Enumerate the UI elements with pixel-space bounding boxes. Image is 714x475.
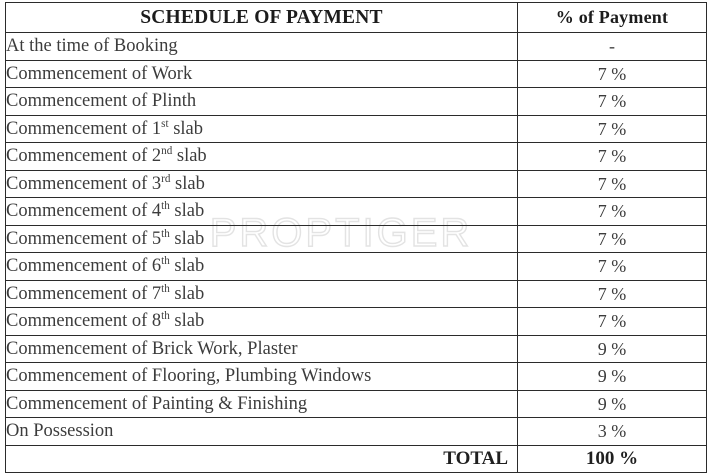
table-row: Commencement of 5th slab 7 % [5, 224, 707, 253]
table-row: Commencement of 7th slab 7 % [5, 279, 707, 308]
milestone-label: Commencement of 6th slab [5, 252, 518, 281]
payment-percent-value: 9 % [517, 362, 707, 391]
payment-percent-value: 7 % [517, 114, 707, 143]
total-row: TOTAL 100 % [5, 444, 707, 473]
table-row: Commencement of 6th slab 7 % [5, 252, 707, 281]
milestone-label-text: Commencement of Plinth [6, 91, 197, 111]
payment-percent-value: 3 % [517, 417, 707, 446]
milestone-label: Commencement of Plinth [5, 87, 518, 116]
table-row: Commencement of 1st slab 7 % [5, 114, 707, 143]
milestone-label-suffix: slab [169, 228, 205, 249]
milestone-label-text: At the time of Booking [6, 36, 178, 56]
ordinal-suffix: st [161, 117, 169, 130]
payment-percent-value: 7 % [517, 279, 707, 308]
table-row: Commencement of 3rd slab 7 % [5, 169, 707, 198]
milestone-label: Commencement of 5th slab [5, 224, 518, 253]
table-row: Commencement of Painting & Finishing 9 % [5, 389, 707, 418]
milestone-label-suffix: slab [172, 146, 207, 166]
table-row: Commencement of Plinth 7 % [5, 87, 707, 116]
milestone-label: Commencement of 4th slab [5, 197, 518, 226]
ordinal-suffix: rd [161, 172, 171, 185]
payment-percent-value: 7 % [517, 252, 707, 281]
payment-percent-value: - [517, 32, 707, 61]
milestone-label-text: Commencement of Work [6, 63, 193, 84]
milestone-label: Commencement of 2nd slab [5, 142, 518, 171]
table-row: Commencement of Work 7 % [5, 59, 707, 88]
milestone-label: Commencement of 8th slab [5, 307, 518, 336]
milestone-label-text: Commencement of 1 [6, 118, 162, 139]
milestone-label-text: Commencement of Flooring, Plumbing Windo… [6, 366, 372, 386]
milestone-label-text: Commencement of 2 [6, 146, 162, 166]
milestone-label: Commencement of Flooring, Plumbing Windo… [5, 362, 518, 391]
payment-percent-value: 7 % [517, 142, 707, 171]
milestone-label-suffix: slab [169, 311, 205, 331]
ordinal-suffix: th [161, 227, 170, 240]
milestone-label: Commencement of 7th slab [5, 279, 518, 308]
milestone-label-text: On Possession [6, 421, 114, 441]
table-row: Commencement of 4th slab 7 % [5, 197, 707, 226]
payment-percent-value: 7 % [517, 197, 707, 226]
payment-schedule-table: SCHEDULE OF PAYMENT % of Payment At the … [5, 2, 707, 473]
total-value: 100 % [517, 444, 707, 473]
payment-percent-value: 9 % [517, 389, 707, 418]
milestone-label-text: Commencement of Painting & Finishing [6, 393, 308, 414]
milestone-label-text: Commencement of 8 [6, 311, 162, 331]
header-percent-of-payment: % of Payment [517, 2, 707, 33]
table-row: Commencement of Brick Work, Plaster 9 % [5, 334, 707, 363]
ordinal-suffix: th [161, 282, 170, 295]
table-body: At the time of Booking - Commencement of W… [5, 32, 707, 473]
milestone-label: Commencement of 1st slab [5, 114, 518, 143]
table-row: Commencement of 2nd slab 7 % [5, 142, 707, 171]
table-row: On Possession 3 % [5, 417, 707, 446]
milestone-label: At the time of Booking [5, 32, 518, 61]
table-row: Commencement of Flooring, Plumbing Windo… [5, 362, 707, 391]
payment-percent-value: 9 % [517, 334, 707, 363]
ordinal-suffix: th [161, 199, 170, 212]
ordinal-suffix: th [161, 309, 170, 322]
payment-percent-value: 7 % [517, 307, 707, 336]
total-label: TOTAL [5, 444, 518, 473]
milestone-label-text: Commencement of Brick Work, Plaster [6, 338, 298, 359]
ordinal-suffix: th [161, 254, 170, 267]
milestone-label-suffix: slab [169, 201, 205, 221]
ordinal-suffix: nd [161, 144, 173, 157]
milestone-label: On Possession [5, 417, 518, 446]
milestone-label-text: Commencement of 7 [6, 283, 162, 304]
milestone-label: Commencement of Brick Work, Plaster [5, 334, 518, 363]
milestone-label-text: Commencement of 3 [6, 173, 162, 194]
milestone-label: Commencement of Work [5, 59, 518, 88]
milestone-label-suffix: slab [169, 283, 205, 304]
payment-percent-value: 7 % [517, 169, 707, 198]
table-row: Commencement of 8th slab 7 % [5, 307, 707, 336]
milestone-label-text: Commencement of 4 [6, 201, 162, 221]
table-row: At the time of Booking - [5, 32, 707, 61]
header-row: SCHEDULE OF PAYMENT % of Payment [5, 2, 707, 33]
milestone-label-suffix: slab [168, 118, 203, 139]
payment-percent-value: 7 % [517, 87, 707, 116]
milestone-label-suffix: slab [170, 173, 205, 194]
milestone-label-text: Commencement of 6 [6, 256, 162, 276]
milestone-label: Commencement of Painting & Finishing [5, 389, 518, 418]
payment-percent-value: 7 % [517, 224, 707, 253]
milestone-label: Commencement of 3rd slab [5, 169, 518, 198]
payment-percent-value: 7 % [517, 59, 707, 88]
milestone-label-suffix: slab [169, 256, 205, 276]
table-header: SCHEDULE OF PAYMENT % of Payment [5, 2, 707, 33]
milestone-label-text: Commencement of 5 [6, 228, 162, 249]
header-schedule-of-payment: SCHEDULE OF PAYMENT [5, 2, 518, 33]
payment-schedule-container: PROPTIGER SCHEDULE OF PAYMENT % of Payme… [5, 2, 707, 473]
